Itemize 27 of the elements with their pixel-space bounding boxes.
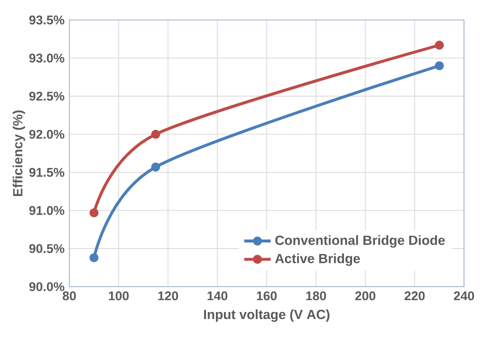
x-tick-label: 180: [306, 291, 326, 300]
y-tick-label: 90.5%: [29, 244, 64, 254]
x-tick-label: 80: [62, 291, 76, 300]
point: [151, 130, 160, 139]
x-tick-label: 240: [454, 291, 474, 300]
x-axis-title: Input voltage (V AC): [204, 309, 330, 322]
point: [89, 208, 99, 218]
y-tick-label: 91.5%: [29, 168, 64, 177]
x-tick-label: 100: [108, 291, 129, 300]
y-tick-label: 92.0%: [29, 130, 64, 139]
y-axis-title: Efficiency (%): [12, 110, 26, 196]
point: [151, 162, 160, 172]
x-tick-label: 160: [256, 291, 277, 300]
x-tick-label: 220: [404, 291, 425, 300]
x-tick-label: 120: [158, 291, 178, 300]
y-tick-label: 93.0%: [29, 54, 64, 63]
y-tick-label: 91.0%: [29, 206, 64, 215]
point: [434, 61, 444, 70]
y-tick-label: 92.5%: [29, 92, 64, 101]
point: [89, 253, 99, 262]
point: [434, 40, 444, 50]
y-tick-label: 93.5%: [29, 16, 64, 24]
x-tick-label: 140: [208, 291, 228, 300]
y-tick-label: 90.0%: [29, 282, 64, 292]
legend-label: Conventional Bridge Diode: [275, 235, 445, 248]
legend-label: Active Bridge: [275, 253, 360, 266]
x-tick-label: 200: [355, 291, 376, 300]
